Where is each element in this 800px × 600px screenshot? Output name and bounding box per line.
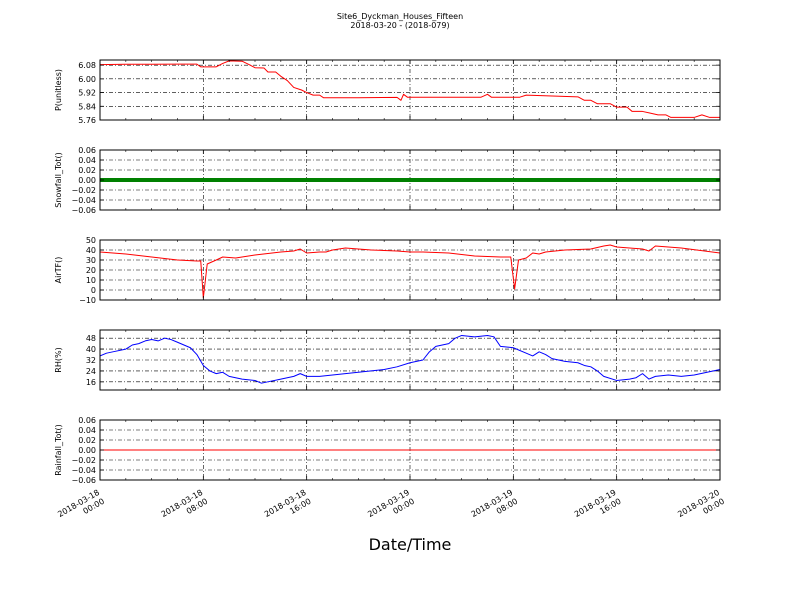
y-tick-label: 40 [86,345,96,354]
y-axis-label: Rainfall_Tot() [54,424,63,476]
y-tick-label: 40 [86,246,96,255]
x-tick-label: 2018-03-1916:00 [573,488,623,528]
y-axis-label: RH(%) [54,347,63,372]
x-axis-tick-labels: 2018-03-1800:00 2018-03-1808:00 2018-03-18… [56,488,726,528]
series-line [100,60,720,118]
y-tick-label: −0.06 [71,206,96,215]
y-tick-label: 20 [86,266,96,275]
y-axis-label: Snowfall_Tot() [54,152,63,208]
y-axis-label: P(unitless) [54,69,63,111]
y-tick-label: 0.00 [78,446,96,455]
y-tick-label: 0.04 [78,426,96,435]
y-tick-label: 30 [86,256,96,265]
y-tick-label: −0.04 [71,196,96,205]
y-tick-label: 50 [86,236,96,245]
panel-4: 16 24 32 40 48 RH(%) [54,329,721,391]
y-tick-label: 48 [86,334,96,343]
y-tick-label: −0.02 [71,186,96,195]
panel-1: 5.76 5.84 5.92 6.00 6.08 P(unitless) [54,59,721,125]
y-tick-label: 0.00 [78,176,96,185]
y-tick-label: 0.04 [78,156,96,165]
panel-5: −0.06−0.04−0.020.000.020.040.06 Rainfall_… [54,416,721,485]
y-tick-label: 5.92 [78,89,96,98]
x-tick-label: 2018-03-1800:00 [56,488,106,528]
y-tick-label: 5.84 [78,102,96,111]
y-tick-label: 0.06 [78,146,96,155]
chart-panels: 5.765.845.926.006.08P(unitless)−0.06−0.0… [54,59,721,485]
y-tick-label: 6.08 [78,61,96,70]
y-tick-label: 10 [86,276,96,285]
y-tick-label: −10 [79,296,96,305]
y-tick-label: 0.02 [78,436,96,445]
panel-2: −0.06−0.04−0.020.000.020.040.06 Snowfall_… [54,146,721,215]
x-tick-label: 2018-03-1816:00 [263,488,313,528]
y-tick-label: −0.06 [71,476,96,485]
y-axis-label: AirTF() [54,257,63,284]
x-tick-label: 2018-03-1908:00 [470,488,520,528]
y-tick-label: −0.02 [71,456,96,465]
y-tick-label: 0.02 [78,166,96,175]
x-axis-label: Date/Time [369,535,452,554]
x-tick-label: 2018-03-1808:00 [160,488,210,528]
x-tick-label: 2018-03-2000:00 [676,488,726,528]
y-tick-label: 16 [86,378,96,387]
chart-title: Site6_Dyckman_Houses_Fifteen [337,12,463,21]
series-line [100,244,720,299]
y-tick-label: 6.00 [78,75,96,84]
y-tick-label: 0.06 [78,416,96,425]
y-tick-label: −0.04 [71,466,96,475]
x-tick-label: 2018-03-1900:00 [366,488,416,528]
chart-subtitle: 2018-03-20 - (2018-079) [350,21,449,30]
y-tick-label: 5.76 [78,116,96,125]
series-line [100,334,720,384]
y-tick-label: 24 [86,367,96,376]
y-tick-label: 0 [91,286,96,295]
y-tick-label: 32 [86,356,96,365]
